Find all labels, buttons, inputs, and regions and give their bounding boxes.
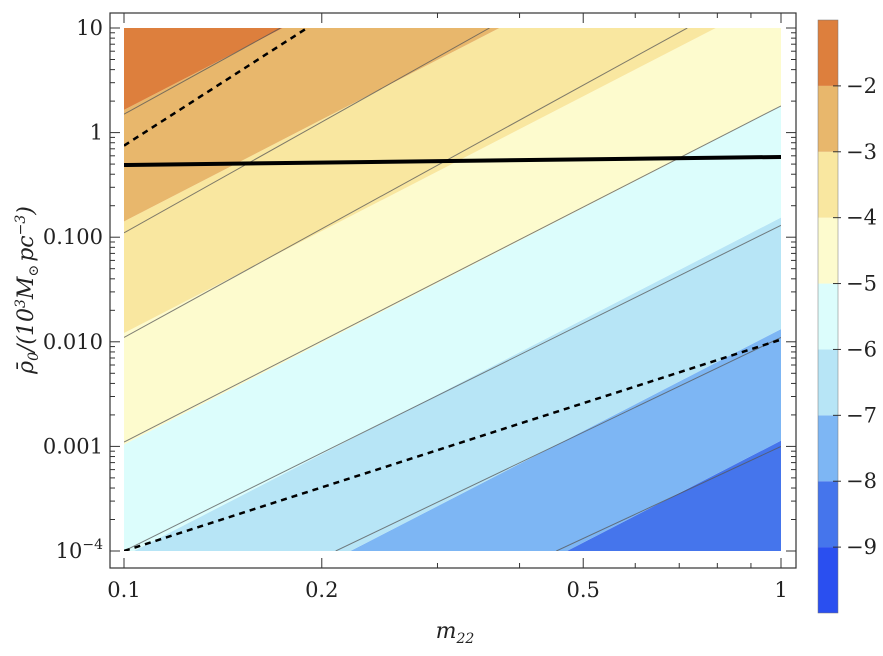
solid-reference-line — [124, 154, 781, 168]
colorbar-tick-label: −2 — [846, 74, 877, 98]
y-tick-label: 1 — [90, 121, 103, 145]
y-tick-label: 10−4 — [56, 537, 103, 563]
contour-lines — [124, 28, 781, 551]
colorbar-segment — [818, 217, 838, 284]
colorbar-segment — [818, 20, 838, 86]
colorbar-segment — [818, 415, 838, 482]
contour-line — [556, 445, 781, 551]
colorbar-segment — [818, 547, 838, 613]
colorbar-segment — [818, 85, 838, 152]
contour-bands — [124, 28, 781, 551]
contour-band — [124, 28, 781, 445]
colorbar-tick-label: −7 — [846, 403, 877, 427]
overlay-lines — [124, 28, 781, 551]
y-tick-label: 0.100 — [43, 225, 103, 249]
x-axis-ticks: 0.1 0.2 0.5 1 — [107, 13, 788, 602]
y-axis-ticks: 10 1 0.100 0.010 0.001 10−4 — [43, 16, 796, 563]
y-axis-label: ρ̄0/(103M⊙pc−3) — [13, 206, 42, 375]
x-tick-label: 0.2 — [305, 578, 338, 602]
contour-band — [124, 105, 781, 551]
contour-band — [124, 28, 716, 334]
contour-line — [124, 28, 688, 338]
colorbar-tick-label: −3 — [846, 140, 877, 164]
colorbar-segment — [818, 349, 838, 416]
colorbar-tick-label: −4 — [846, 206, 877, 230]
plot-frame — [109, 12, 797, 569]
colorbar-frame — [817, 19, 839, 614]
dashed-boundary-line — [124, 28, 308, 147]
contour-line — [124, 224, 781, 551]
contour-line — [124, 28, 281, 115]
contour-line — [124, 28, 490, 234]
colorbar-segment — [818, 151, 838, 218]
y-tick-label: 0.010 — [43, 330, 103, 354]
x-tick-label: 1 — [774, 578, 787, 602]
colorbar-tick-label: −6 — [846, 337, 877, 361]
y-tick-label: 0.001 — [43, 434, 103, 458]
x-tick-label: 0.5 — [567, 578, 600, 602]
colorbar-segment — [818, 481, 838, 548]
colorbar: −2 −3 −4 −5 −6 −7 −8 −9 — [817, 19, 877, 614]
dashed-boundary-line — [124, 338, 781, 551]
x-axis-label: m22 — [436, 619, 475, 647]
x-tick-label: 0.1 — [107, 578, 140, 602]
colorbar-segment — [818, 283, 838, 350]
contour-band — [124, 28, 500, 222]
contour-line — [335, 337, 781, 551]
colorbar-tick-label: −8 — [846, 469, 877, 493]
y-tick-label: 10 — [76, 16, 103, 40]
colorbar-tick-label: −5 — [846, 272, 877, 296]
contour-line — [124, 105, 781, 443]
colorbar-tick-label: −9 — [846, 535, 877, 559]
